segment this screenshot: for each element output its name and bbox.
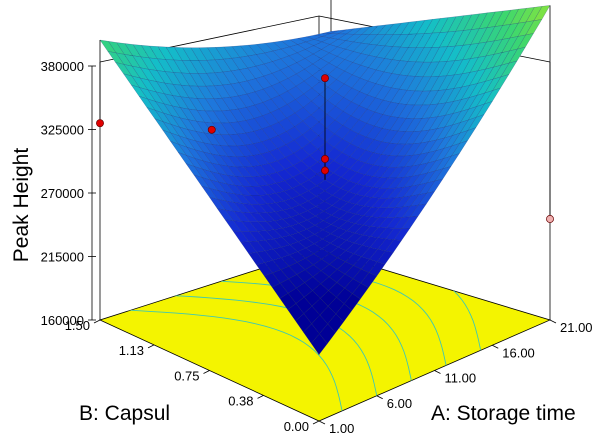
z-tick-label: 380000 [41, 59, 84, 74]
z-axis-title: Peak Height [10, 148, 33, 263]
z-tick-label: 160000 [41, 313, 84, 328]
b-tick-mark [312, 420, 320, 425]
z-tick-label: 270000 [41, 186, 84, 201]
a-tick-mark [434, 370, 441, 374]
b-tick-mark [147, 344, 155, 349]
a-tick-mark [318, 420, 326, 425]
z-axis-ticks: 160000 215000 270000 325000 380000 [41, 59, 96, 328]
a-tick-label: 1.00 [329, 421, 354, 433]
surface-cell [310, 333, 328, 355]
b-tick-label: 0.75 [174, 369, 199, 384]
response-surface [99, 5, 551, 355]
a-tick-mark [376, 395, 383, 400]
design-point [546, 215, 554, 223]
floor-contour-line [192, 279, 412, 381]
z-tick-label: 215000 [41, 250, 84, 265]
a-axis-ticks: 1.00 6.00 11.00 16.00 21.00 [318, 319, 593, 433]
b-tick-mark [257, 395, 264, 399]
design-point [96, 119, 104, 128]
a-tick-label: 16.00 [502, 345, 535, 360]
b-tick-label: 0.00 [284, 419, 309, 433]
b-tick-label: 1.13 [119, 343, 144, 358]
design-point [321, 166, 329, 175]
a-tick-label: 6.00 [387, 396, 412, 411]
b-tick-label: 0.38 [228, 393, 253, 408]
design-point [321, 155, 329, 163]
a-tick-label: 21.00 [560, 320, 593, 335]
a-tick-mark [492, 344, 499, 349]
design-point [321, 74, 329, 83]
a-axis-title: A: Storage time [431, 402, 576, 425]
b-tick-mark [93, 319, 101, 324]
design-points-above [96, 0, 332, 180]
b-axis-title: B: Capsul [79, 402, 170, 425]
b-tick-label: 1.50 [65, 318, 90, 333]
b-axis-ticks: 0.00 0.38 0.75 1.13 1.50 [65, 318, 320, 433]
a-tick-label: 11.00 [445, 371, 477, 386]
design-point [207, 125, 216, 134]
b-tick-mark [203, 370, 210, 374]
floor-contour-line [123, 309, 343, 411]
z-tick-label: 325000 [41, 123, 84, 138]
a-tick-mark [549, 319, 557, 324]
